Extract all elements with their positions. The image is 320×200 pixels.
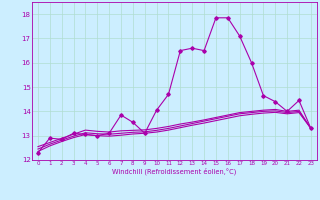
X-axis label: Windchill (Refroidissement éolien,°C): Windchill (Refroidissement éolien,°C) <box>112 168 236 175</box>
